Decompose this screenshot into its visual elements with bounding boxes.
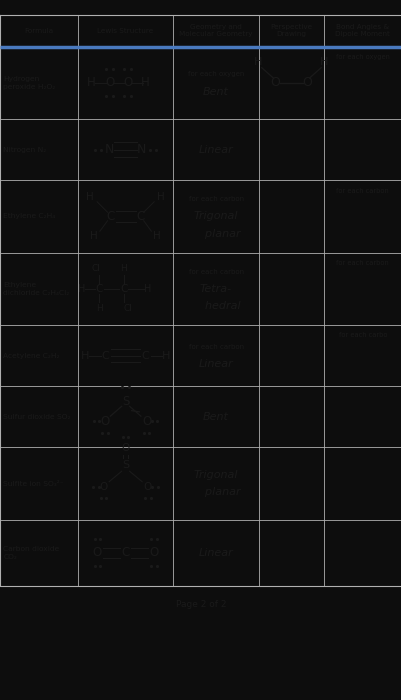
Text: H: H [161, 351, 170, 360]
Text: Bent: Bent [203, 412, 229, 422]
Text: O: O [270, 76, 279, 90]
Text: C: C [136, 210, 145, 223]
Text: S: S [122, 395, 129, 408]
Text: H: H [96, 304, 103, 314]
Text: O: O [149, 546, 158, 559]
Text: H: H [141, 76, 150, 90]
Text: Carbon dioxide
CO₂: Carbon dioxide CO₂ [3, 546, 59, 560]
Text: H: H [81, 351, 89, 360]
Text: hedral: hedral [191, 301, 240, 311]
Text: O: O [302, 76, 312, 90]
Text: H: H [86, 192, 94, 202]
Text: Linear: Linear [198, 145, 233, 155]
Text: Nitrogen N₂: Nitrogen N₂ [3, 147, 47, 153]
Text: Linear: Linear [198, 547, 233, 558]
Text: O: O [121, 443, 130, 453]
Text: Cl: Cl [123, 304, 132, 314]
Text: H: H [77, 284, 85, 294]
Text: Formula: Formula [24, 28, 54, 34]
Text: Ethylene
dichloride C₂H₄Cl₂: Ethylene dichloride C₂H₄Cl₂ [3, 281, 69, 295]
Text: for each carbon: for each carbon [188, 344, 243, 350]
Text: N: N [137, 144, 146, 156]
Text: Acetylene C₂H₂: Acetylene C₂H₂ [3, 353, 60, 358]
Text: H: H [144, 284, 151, 294]
Text: Page 2 of 2: Page 2 of 2 [175, 600, 226, 609]
Text: for each carbon: for each carbon [188, 269, 243, 274]
Text: O: O [99, 482, 107, 491]
Text: for each carbo: for each carbo [338, 332, 386, 338]
Text: planar: planar [191, 229, 240, 239]
Text: for each carbon: for each carbon [336, 188, 388, 194]
Text: H: H [157, 192, 164, 202]
Text: planar: planar [191, 487, 240, 497]
Text: Hydrogen
peroxide H₂O₂: Hydrogen peroxide H₂O₂ [3, 76, 55, 90]
Text: Perspective
Drawing: Perspective Drawing [270, 25, 312, 37]
Text: Trigonal: Trigonal [193, 470, 238, 480]
Text: O: O [93, 546, 102, 559]
Text: Linear: Linear [198, 359, 233, 369]
Text: H: H [120, 264, 127, 273]
Text: Ethylene C₂H₄: Ethylene C₂H₄ [3, 214, 55, 220]
Text: S: S [122, 460, 129, 470]
Text: for each carbon: for each carbon [188, 196, 243, 202]
Text: O: O [143, 482, 152, 491]
Text: Geometry and
Molecular Geometry: Geometry and Molecular Geometry [179, 25, 252, 37]
Text: C: C [119, 284, 127, 294]
Text: N: N [105, 144, 114, 156]
Text: Bond Angles &
Dipole Moment: Bond Angles & Dipole Moment [334, 25, 389, 37]
Text: O: O [142, 414, 151, 428]
Text: for each carbon: for each carbon [336, 260, 388, 266]
Text: Cl: Cl [91, 264, 100, 273]
Text: O: O [123, 76, 132, 90]
Text: O: O [100, 414, 109, 428]
Text: for each oxygen: for each oxygen [335, 54, 389, 60]
Text: C: C [106, 210, 114, 223]
Text: H: H [153, 231, 160, 241]
Text: C: C [121, 546, 130, 559]
Text: Trigonal: Trigonal [193, 211, 238, 221]
Text: Bent: Bent [203, 87, 229, 97]
Text: Sulfur dioxide SO₂: Sulfur dioxide SO₂ [3, 414, 71, 420]
Text: H: H [87, 76, 95, 90]
Text: C: C [142, 351, 149, 360]
Text: Tetra-: Tetra- [200, 284, 231, 294]
Text: C: C [95, 284, 103, 294]
Text: O: O [105, 76, 114, 90]
Text: H: H [254, 57, 262, 66]
Text: Lewis Structure: Lewis Structure [97, 28, 153, 34]
Text: H: H [320, 57, 328, 66]
Text: C: C [101, 351, 109, 360]
Text: Sulfite ion SO₃²⁻: Sulfite ion SO₃²⁻ [3, 480, 64, 486]
Text: H: H [90, 231, 98, 241]
Text: for each oxygen: for each oxygen [187, 71, 244, 78]
